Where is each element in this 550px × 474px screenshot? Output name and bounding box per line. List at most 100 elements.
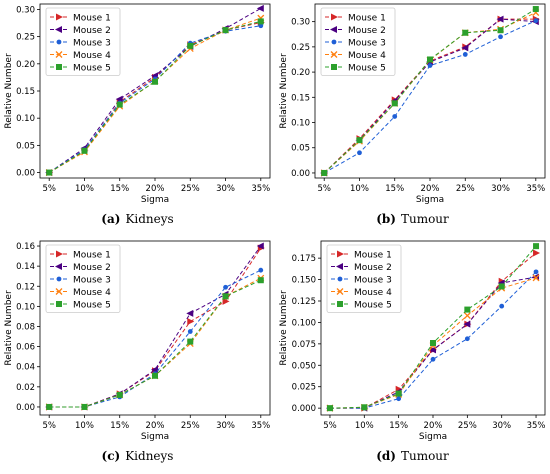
x-tick-label: 35% <box>527 421 546 431</box>
data-point <box>152 372 158 379</box>
legend-label: Mouse 1 <box>73 251 111 261</box>
legend-item: Mouse 3 <box>50 276 111 286</box>
legend-label: Mouse 3 <box>73 39 111 49</box>
data-point <box>356 137 363 144</box>
y-axis-label: Relative Number <box>279 53 289 129</box>
caption-text: Kidneys <box>125 449 174 463</box>
y-axis-label: Relative Number <box>4 290 14 366</box>
data-point <box>186 309 194 317</box>
x-tick-label: 35% <box>251 421 270 431</box>
series-mouse-5 <box>46 277 264 410</box>
legend-marker <box>336 288 344 295</box>
legend-label: Mouse 4 <box>348 51 386 61</box>
legend-item: Mouse 3 <box>325 39 386 49</box>
x-tick-label: 30% <box>216 421 235 431</box>
legend: Mouse 1 Mouse 2 Mouse 3 Mouse 4 Mouse 5 <box>45 7 121 76</box>
data-point <box>464 306 471 313</box>
caption-label: (d) <box>376 449 396 463</box>
legend-item: Mouse 1 <box>331 250 392 261</box>
data-point <box>498 283 505 290</box>
legend-marker <box>56 301 62 307</box>
data-point <box>533 249 541 257</box>
x-tick-label: 15% <box>389 421 408 431</box>
data-point <box>357 150 362 156</box>
caption-label: (c) <box>101 449 121 463</box>
y-tick-label: 0.00 <box>16 169 35 179</box>
data-point <box>258 267 264 273</box>
x-tick-label: 20% <box>424 421 443 431</box>
chart-panel-b: 0.00 0.05 0.10 0.15 0.20 0.25 0.30 5% 10% 15% 20% 2… <box>275 0 550 237</box>
data-point <box>497 27 504 34</box>
caption-text: Tumour <box>400 212 449 226</box>
legend-marker <box>330 51 338 58</box>
caption: (d) Tumour <box>275 449 550 463</box>
legend: Mouse 1 Mouse 2 Mouse 3 Mouse 4 Mouse 5 <box>326 244 402 313</box>
x-tick-label: 5% <box>42 421 56 431</box>
data-point <box>257 277 264 284</box>
data-point <box>81 403 88 410</box>
caption-label: (b) <box>376 212 396 226</box>
y-tick-label: 0.02 <box>16 383 35 393</box>
data-point <box>463 312 471 320</box>
legend-marker <box>56 276 62 282</box>
data-point <box>258 23 264 29</box>
x-tick-label: 15% <box>110 421 129 431</box>
legend-marker <box>331 64 337 70</box>
legend: Mouse 1 Mouse 2 Mouse 3 Mouse 4 Mouse 5 <box>45 244 121 313</box>
y-tick-label: 0.30 <box>291 18 310 28</box>
caption-label: (a) <box>101 212 121 226</box>
chart-plot: 0.000 0.025 0.050 0.075 0.100 0.125 0.150 0.175… <box>279 240 546 442</box>
y-tick-label: 0.025 <box>292 383 316 393</box>
y-tick-label: 0.100 <box>292 318 316 328</box>
legend-box <box>45 244 121 313</box>
data-point <box>464 336 470 342</box>
legend-marker <box>55 26 62 33</box>
legend-marker <box>56 64 62 70</box>
legend-item: Mouse 3 <box>50 39 111 49</box>
data-point <box>533 269 539 275</box>
series-mouse-5 <box>46 18 264 176</box>
data-point <box>427 63 433 68</box>
data-point <box>256 4 264 12</box>
data-point <box>533 18 539 24</box>
chart-plot: 0.00 0.02 0.04 0.06 0.08 0.10 0.12 0.14 0.16 5% 10… <box>4 240 271 442</box>
y-tick-label: 0.05 <box>291 144 310 154</box>
chart-plot: 0.00 0.05 0.10 0.15 0.20 0.25 0.30 5% 10% 15% 20% 2… <box>4 3 271 205</box>
legend-item: Mouse 1 <box>50 250 111 261</box>
y-tick-label: 0.10 <box>16 302 35 312</box>
data-point <box>187 329 193 334</box>
data-point <box>498 34 503 40</box>
legend-marker <box>331 39 337 45</box>
data-point <box>361 404 368 411</box>
data-point <box>222 27 229 34</box>
legend-label: Mouse 5 <box>73 301 111 311</box>
legend-item: Mouse 4 <box>50 288 111 298</box>
series-mouse-5 <box>321 6 539 176</box>
chart-panel-c: 0.00 0.02 0.04 0.06 0.08 0.10 0.12 0.14 0.16 5% 10… <box>0 237 275 474</box>
y-tick-label: 0.15 <box>16 87 35 97</box>
legend-item: Mouse 2 <box>50 263 111 273</box>
data-point <box>187 338 194 345</box>
y-axis-label: Relative Number <box>279 290 289 366</box>
x-tick-label: 10% <box>355 421 374 431</box>
legend-marker <box>337 276 343 282</box>
legend-marker <box>56 13 63 21</box>
legend-item: Mouse 5 <box>50 64 111 74</box>
chart-panel-d: 0.000 0.025 0.050 0.075 0.100 0.125 0.150 0.175… <box>275 237 550 474</box>
legend-label: Mouse 5 <box>73 64 111 74</box>
caption: (b) Tumour <box>275 212 550 226</box>
y-tick-label: 0.25 <box>16 33 35 43</box>
x-axis-label: Sigma <box>141 195 169 205</box>
legend-item: Mouse 4 <box>325 51 386 61</box>
x-tick-label: 25% <box>456 184 475 194</box>
legend-item: Mouse 3 <box>331 276 392 286</box>
data-point <box>222 297 230 305</box>
data-point <box>396 396 402 402</box>
data-point <box>462 52 468 57</box>
data-point <box>223 284 228 290</box>
data-point <box>46 169 53 176</box>
data-point <box>395 390 402 397</box>
data-point <box>430 340 436 346</box>
x-axis-label: Sigma <box>141 432 169 442</box>
legend-item: Mouse 4 <box>50 51 111 61</box>
